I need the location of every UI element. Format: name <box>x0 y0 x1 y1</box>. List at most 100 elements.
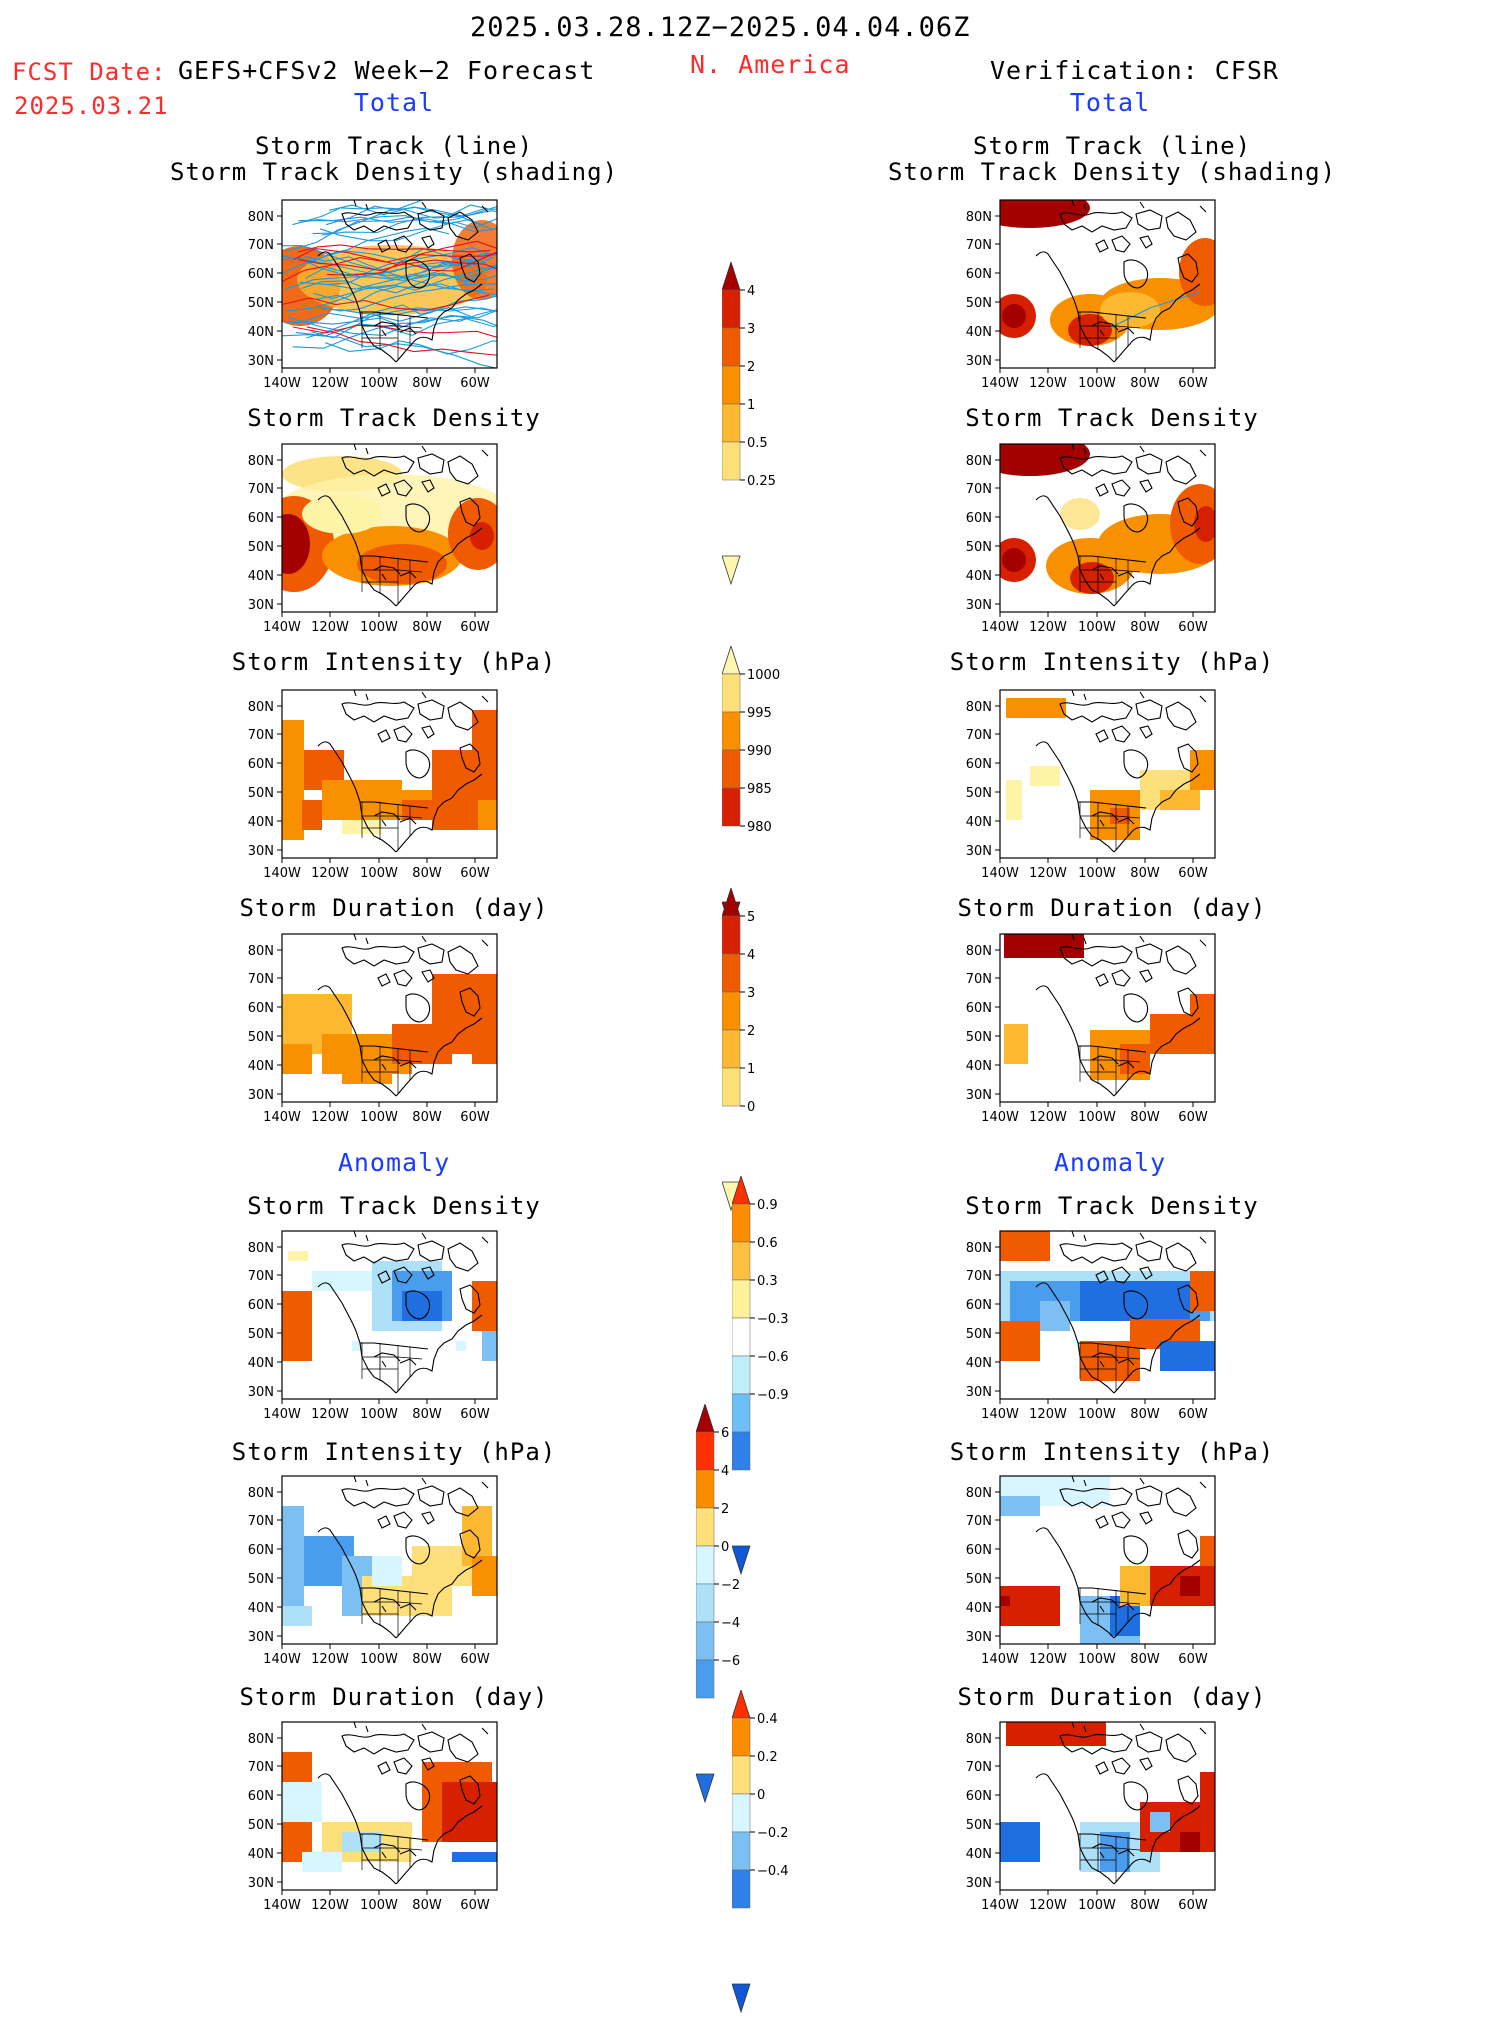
lon-tick-label: 60W <box>1178 866 1208 881</box>
lon-tick-label: 140W <box>263 1652 301 1667</box>
lon-tick-label: 120W <box>1029 1110 1067 1125</box>
lat-tick-label: 40N <box>966 1059 992 1074</box>
lon-tick-label: 120W <box>1029 1652 1067 1667</box>
map-density-forecast: 80N 70N 60N 50N 40N 30N 140W 120W 100W 80W 60W <box>242 438 512 638</box>
lon-tick-label: 60W <box>1178 1898 1208 1913</box>
fcst-date-value: 2025.03.21 <box>14 92 169 120</box>
lon-tick-label: 100W <box>360 1407 398 1422</box>
colorbar-label: −6 <box>721 1654 740 1669</box>
lat-tick-label: 50N <box>966 540 992 555</box>
lat-tick-label: 70N <box>966 972 992 987</box>
lon-tick-label: 100W <box>360 376 398 391</box>
lat-tick-label: 60N <box>248 1789 274 1804</box>
colorbar-label: 0 <box>721 1540 729 1555</box>
lon-tick-label: 80W <box>1130 866 1160 881</box>
lon-tick-label: 100W <box>1078 1110 1116 1125</box>
title-intensity-anom-right: Storm Intensity (hPa) <box>949 1438 1275 1466</box>
lat-tick-label: 60N <box>248 1298 274 1313</box>
lon-tick-label: 100W <box>1078 620 1116 635</box>
lat-tick-label: 40N <box>966 815 992 830</box>
lon-tick-label: 120W <box>1029 1898 1067 1913</box>
lon-tick-label: 60W <box>1178 1110 1208 1125</box>
lat-tick-label: 30N <box>248 844 274 859</box>
lon-tick-label: 120W <box>1029 866 1067 881</box>
lat-tick-label: 50N <box>248 1327 274 1342</box>
lat-tick-label: 80N <box>248 210 274 225</box>
lat-tick-label: 80N <box>248 700 274 715</box>
lat-tick-label: 70N <box>966 1269 992 1284</box>
lon-tick-label: 60W <box>1178 1652 1208 1667</box>
colorbar-label: 980 <box>747 820 772 835</box>
lon-tick-label: 140W <box>263 1407 301 1422</box>
map-duration-anomaly-verification: 80N 70N 60N 50N 40N 30N 140W 120W 100W 80W 60W <box>960 1716 1230 1916</box>
colorbar-label: 0.6 <box>757 1236 778 1251</box>
region-title: N. America <box>690 50 851 79</box>
lat-tick-label: 40N <box>248 1847 274 1862</box>
colorbar-label: 0 <box>757 1788 765 1803</box>
lat-tick-label: 70N <box>966 1760 992 1775</box>
lon-tick-label: 80W <box>412 620 442 635</box>
lon-tick-label: 60W <box>460 376 490 391</box>
lon-tick-label: 120W <box>1029 620 1067 635</box>
colorbar-label: 3 <box>747 986 755 1001</box>
lat-tick-label: 30N <box>966 1385 992 1400</box>
lon-tick-label: 60W <box>460 866 490 881</box>
lat-tick-label: 40N <box>248 815 274 830</box>
colorbar-label: 0.4 <box>757 1712 778 1727</box>
lon-tick-label: 120W <box>311 1110 349 1125</box>
lat-tick-label: 30N <box>966 1876 992 1891</box>
lat-tick-label: 70N <box>966 728 992 743</box>
lat-tick-label: 30N <box>248 1385 274 1400</box>
lon-tick-label: 100W <box>360 620 398 635</box>
lat-tick-label: 60N <box>248 1543 274 1558</box>
lat-tick-label: 50N <box>248 786 274 801</box>
map-intensity-forecast: 80N 70N 60N 50N 40N 30N 140W 120W 100W 80W 60W <box>242 684 512 884</box>
colorbar-label: −4 <box>721 1616 740 1631</box>
fcst-date-label: FCST Date: <box>12 58 167 86</box>
title-track-line-right: Storm Track (line) <box>972 132 1252 160</box>
verification-title: Verification: CFSR <box>990 56 1279 85</box>
lon-tick-label: 120W <box>311 376 349 391</box>
lon-tick-label: 140W <box>981 1898 1019 1913</box>
lat-tick-label: 40N <box>248 1059 274 1074</box>
map-duration-anomaly-forecast: 80N 70N 60N 50N 40N 30N 140W 120W 100W 80W 60W <box>242 1716 512 1916</box>
lon-tick-label: 140W <box>263 1110 301 1125</box>
title-intensity-left: Storm Intensity (hPa) <box>231 648 557 676</box>
lon-tick-label: 140W <box>981 866 1019 881</box>
lat-tick-label: 80N <box>248 944 274 959</box>
lon-tick-label: 120W <box>311 1652 349 1667</box>
lon-tick-label: 80W <box>1130 1652 1160 1667</box>
colorbar-density-total: 4 3 2 1 0.5 0.25 <box>722 262 812 592</box>
lat-tick-label: 40N <box>966 325 992 340</box>
lat-tick-label: 80N <box>248 1241 274 1256</box>
section-anomaly-right: Anomaly <box>1053 1148 1167 1177</box>
colorbar-label: 4 <box>721 1464 729 1479</box>
lat-tick-label: 40N <box>248 569 274 584</box>
section-total-left: Total <box>353 88 435 117</box>
lat-tick-label: 80N <box>248 1732 274 1747</box>
lat-tick-label: 50N <box>248 540 274 555</box>
lat-tick-label: 70N <box>966 482 992 497</box>
lon-tick-label: 120W <box>311 1407 349 1422</box>
lat-tick-label: 50N <box>248 296 274 311</box>
lat-tick-label: 60N <box>248 511 274 526</box>
lat-tick-label: 60N <box>966 1543 992 1558</box>
lat-tick-label: 30N <box>248 1630 274 1645</box>
colorbar-label: 2 <box>747 360 755 375</box>
lon-tick-label: 100W <box>1078 1898 1116 1913</box>
colorbar-label: 995 <box>747 706 772 721</box>
lat-tick-label: 30N <box>966 598 992 613</box>
lat-tick-label: 40N <box>248 1356 274 1371</box>
colorbar-label: 1000 <box>747 668 780 683</box>
lat-tick-label: 80N <box>966 1732 992 1747</box>
title-track-shading-right: Storm Track Density (shading) <box>887 158 1337 186</box>
colorbar-density-anomaly: 0.9 0.6 0.3 −0.3 −0.6 −0.9 <box>732 1176 822 1582</box>
lat-tick-label: 30N <box>966 1088 992 1103</box>
lat-tick-label: 80N <box>966 700 992 715</box>
lon-tick-label: 80W <box>1130 620 1160 635</box>
lat-tick-label: 30N <box>966 844 992 859</box>
lat-tick-label: 50N <box>966 786 992 801</box>
lat-tick-label: 50N <box>248 1572 274 1587</box>
lat-tick-label: 70N <box>248 1269 274 1284</box>
title-intensity-right: Storm Intensity (hPa) <box>949 648 1275 676</box>
